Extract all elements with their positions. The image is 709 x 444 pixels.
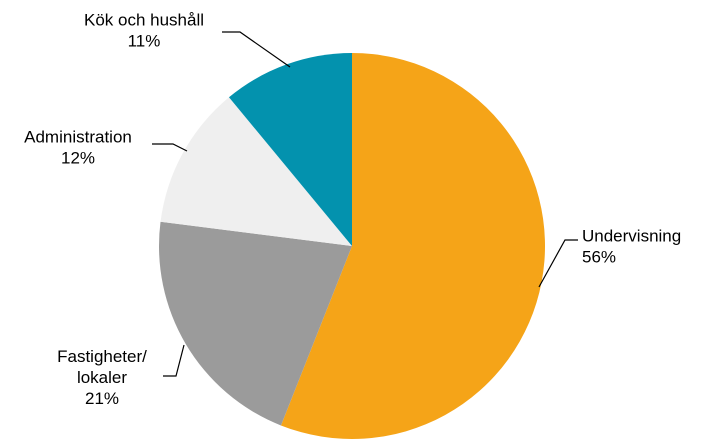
slice-label-fastigheter-lokaler: Fastigheter/lokaler 21% [57, 347, 147, 408]
slice-value-label: 11% [128, 32, 161, 51]
leader-line-k-k-och-hush-ll [222, 31, 291, 68]
pie-slice-k-k-och-hush-ll [228, 53, 352, 246]
slice-category-label: Kök och hushåll [84, 11, 204, 30]
slice-category-label: Undervisning [582, 227, 681, 246]
leader-line-undervisning [538, 239, 578, 288]
slice-category-label: Fastigheter/ [57, 347, 147, 366]
slice-value-label: 21% [85, 389, 119, 408]
slice-category-label: lokaler [77, 368, 127, 387]
pie-slice-undervisning [280, 53, 545, 440]
leader-line-administration [152, 143, 188, 152]
pie-slice-fastigheter-lokaler [158, 221, 352, 426]
slice-label-k-k-och-hush-ll: Kök och hushåll 11% [84, 11, 204, 51]
slice-value-label: 56% [582, 248, 616, 267]
slice-category-label: Administration [24, 128, 132, 147]
pie-slice-administration [160, 97, 352, 246]
slice-value-label: 12% [61, 149, 95, 168]
slice-label-undervisning: Undervisning 56% [582, 227, 681, 267]
leader-line-fastigheter-lokaler [163, 344, 185, 377]
slice-label-administration: Administration 12% [24, 128, 132, 168]
